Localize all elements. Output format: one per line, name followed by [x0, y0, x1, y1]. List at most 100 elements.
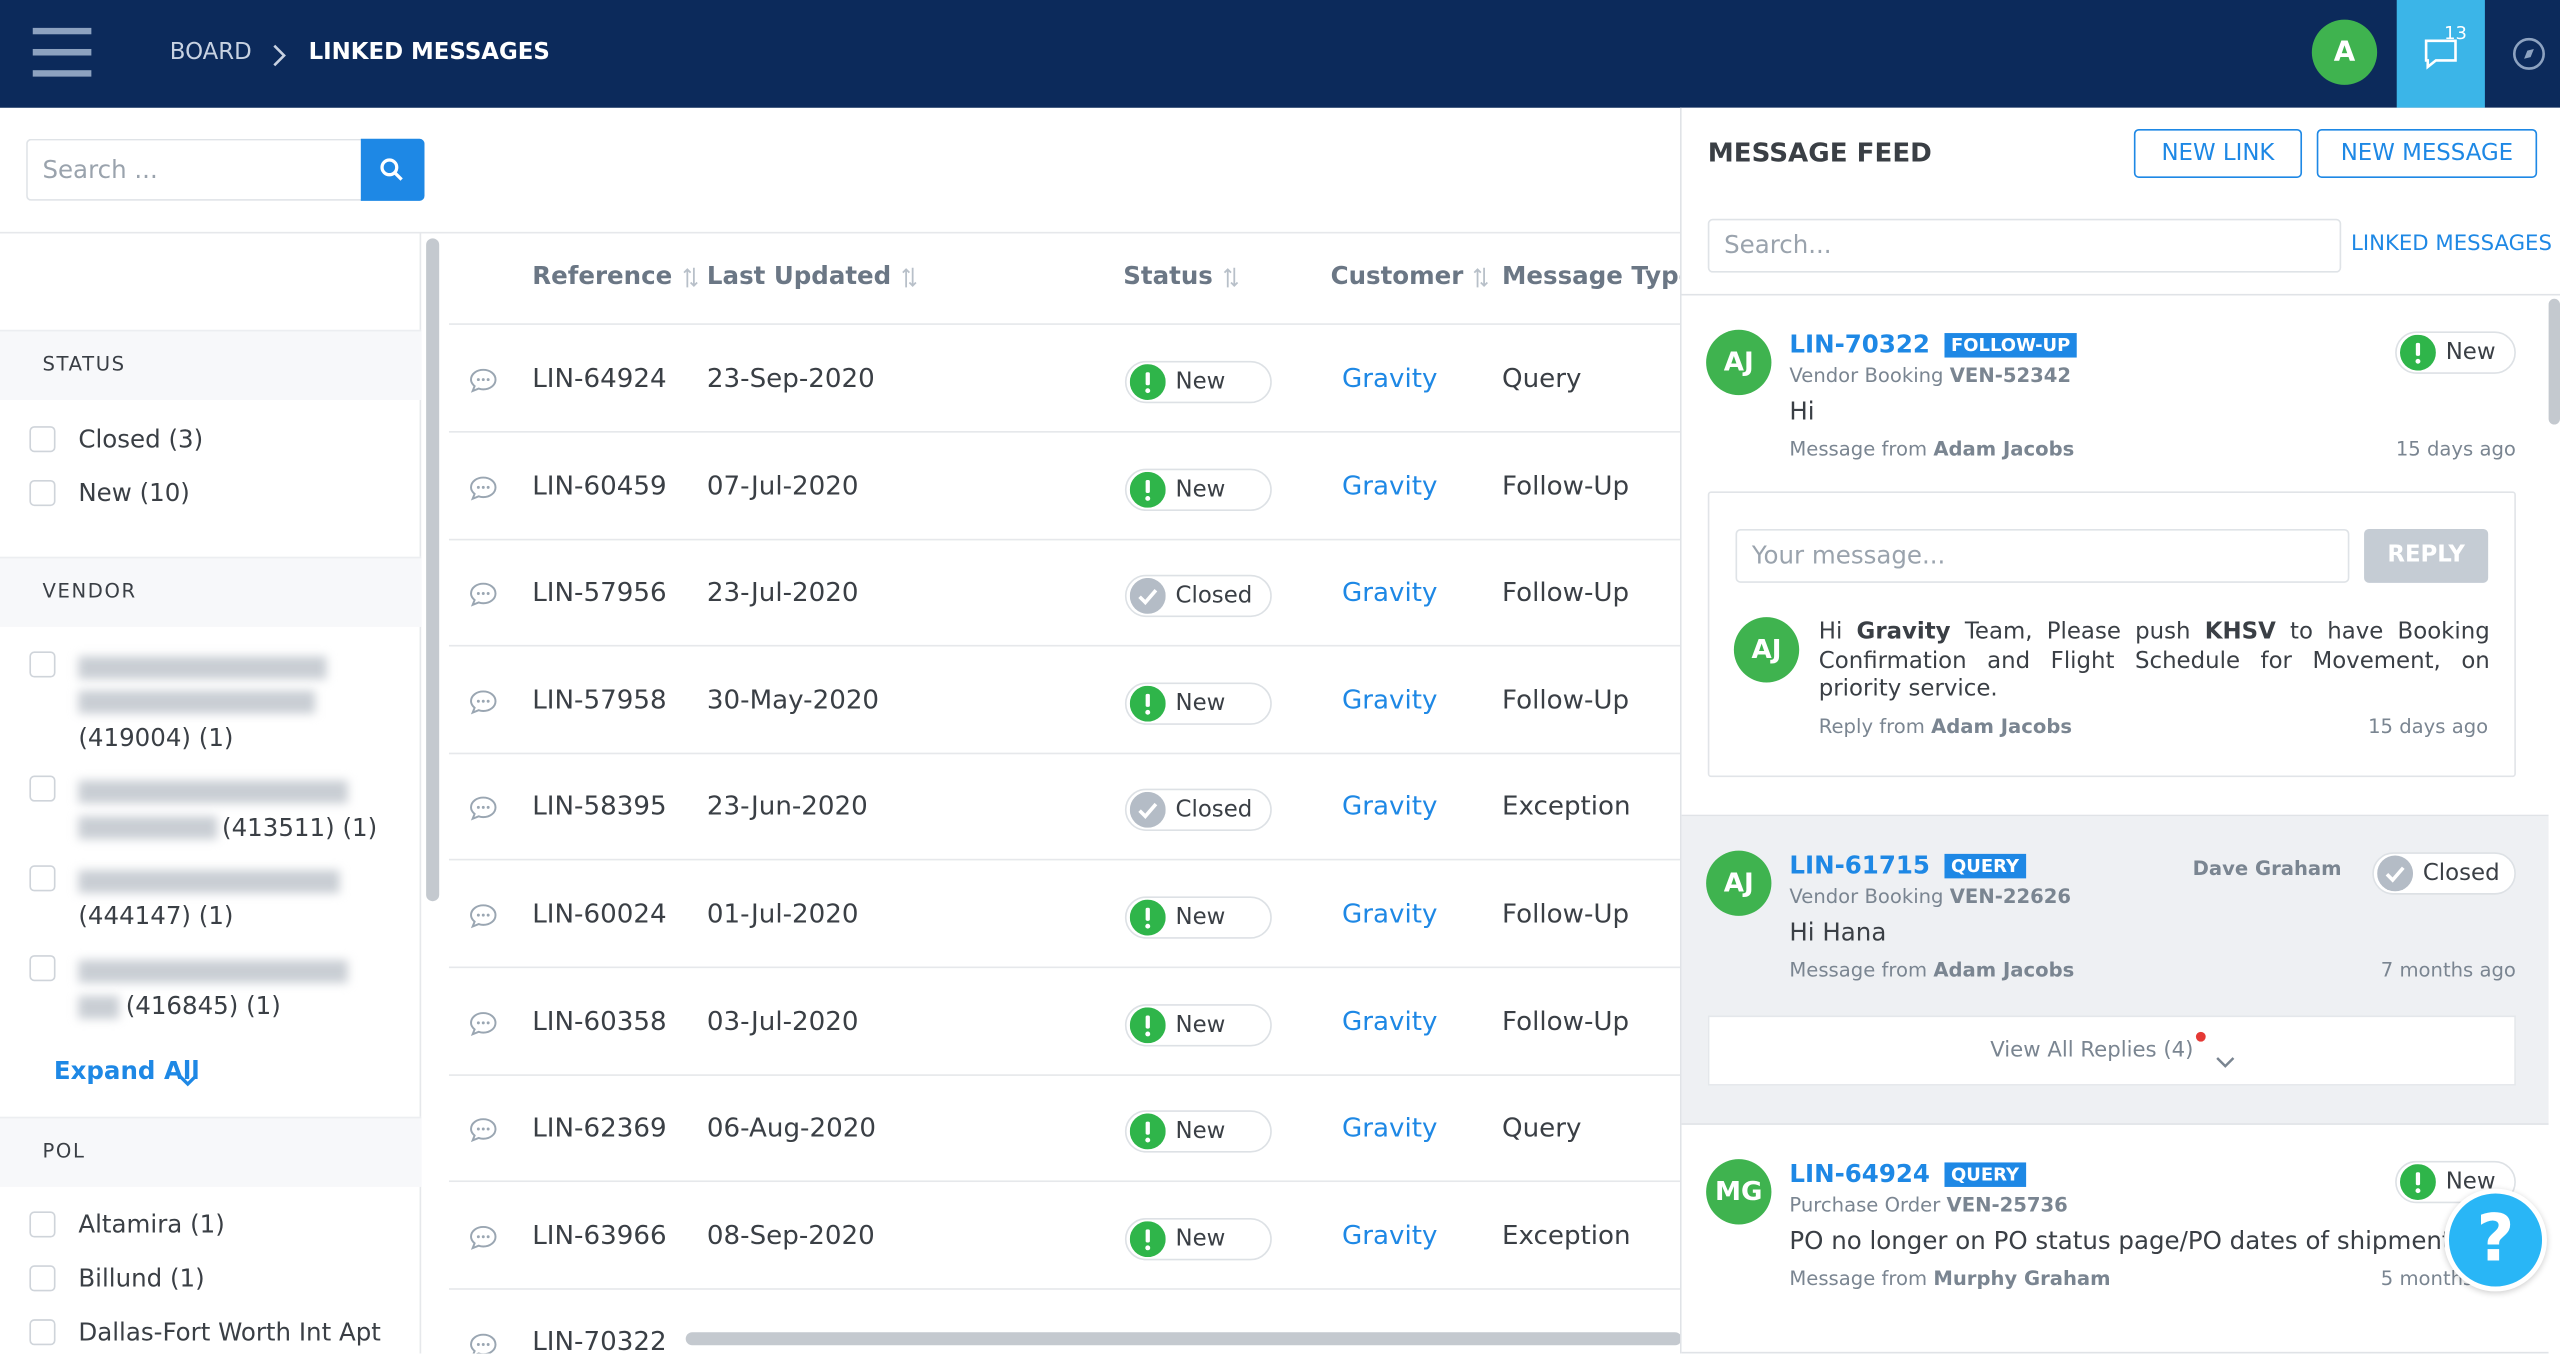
reference[interactable]: LIN-57956 [532, 576, 667, 608]
reference[interactable]: LIN-58395 [532, 790, 667, 822]
row-chat-icon-part [470, 1225, 497, 1250]
checkbox[interactable] [29, 426, 56, 453]
kind: Purchase Order [1789, 1193, 1941, 1217]
chat-icon-part [2424, 39, 2457, 70]
row-chat-icon-part [486, 1343, 490, 1346]
expand-all[interactable]: Expand All [53, 1056, 200, 1086]
message-type: Follow-Up [1502, 897, 1630, 929]
status-icon-part [1145, 693, 1150, 707]
column-header[interactable]: Last Updated [706, 261, 892, 291]
checkbox[interactable] [29, 775, 56, 802]
reply-placeholder: Your message... [1751, 540, 1946, 570]
option-count: (1) [198, 901, 234, 931]
status-badge: New [1124, 1217, 1272, 1261]
feed-search[interactable] [1707, 218, 2342, 273]
sort-icon [901, 264, 917, 288]
customer[interactable]: Gravity [1342, 1219, 1438, 1251]
replies-box[interactable] [1707, 1015, 2516, 1086]
feed-button[interactable]: NEW LINK [2133, 128, 2303, 178]
status-icon-part [1129, 1006, 1166, 1043]
row-chat-icon-part [481, 378, 485, 382]
status-text: New [1175, 476, 1226, 503]
message-type: Follow-Up [1502, 683, 1630, 715]
help-button[interactable]: ? [2444, 1188, 2547, 1292]
checkbox[interactable] [29, 1211, 56, 1238]
reference[interactable]: LIN-63966 [532, 1219, 667, 1251]
row-chat-icon-part [476, 592, 480, 596]
view-replies[interactable]: View All Replies (4) [1990, 1038, 2194, 1063]
status-icon [1129, 578, 1166, 615]
message-from: Message from Adam Jacobs [1789, 958, 2074, 981]
reply-button[interactable]: REPLY [2364, 528, 2489, 583]
message-card[interactable] [1681, 1124, 2549, 1354]
message-ref[interactable]: LIN-70322 [1789, 329, 1930, 360]
option-count: (10) [139, 478, 190, 508]
reply-text-part: Gravity [1856, 618, 1951, 645]
checkbox[interactable] [29, 479, 56, 507]
status-icon-part [1145, 372, 1150, 386]
status-text: New [1175, 904, 1226, 931]
reference[interactable]: LIN-57958 [532, 683, 667, 715]
breadcrumb-link[interactable]: BOARD [169, 39, 252, 66]
customer[interactable]: Gravity [1342, 1005, 1438, 1037]
checkbox[interactable] [29, 1265, 56, 1292]
customer[interactable]: Gravity [1342, 790, 1438, 822]
reference[interactable]: LIN-62369 [532, 1112, 667, 1144]
status-badge: New [1124, 467, 1272, 511]
message-ref[interactable]: LIN-61715 [1789, 850, 1930, 880]
customer[interactable]: Gravity [1342, 469, 1438, 501]
feed-link[interactable]: LINKED MESSAGES [2351, 231, 2552, 257]
customer[interactable]: Gravity [1342, 1112, 1438, 1144]
row-chat-icon-part [470, 1118, 497, 1143]
column-header[interactable]: Reference [532, 261, 673, 291]
row-chat-icon [469, 582, 498, 608]
reference[interactable]: LIN-60358 [532, 1005, 667, 1037]
customer[interactable]: Gravity [1342, 683, 1438, 715]
column-header[interactable]: Message Type [1502, 261, 1696, 291]
expand-chevron [178, 1064, 198, 1087]
row-chat-icon-part [470, 1011, 497, 1036]
customer[interactable]: Gravity [1342, 362, 1438, 394]
status-icon-part [1145, 479, 1150, 493]
checkbox[interactable] [29, 955, 56, 982]
feed-button[interactable]: NEW MESSAGE [2316, 128, 2538, 178]
status-icon [1129, 792, 1166, 829]
user-avatar[interactable]: A [2311, 19, 2378, 85]
checkbox[interactable] [29, 651, 56, 678]
status-text: Closed [1175, 797, 1253, 824]
column-header[interactable]: Customer [1330, 261, 1464, 291]
status-text: Closed [1175, 583, 1253, 610]
status-icon-part [2377, 855, 2414, 892]
message-kind: Vendor Booking VEN-52342 [1789, 364, 2071, 387]
menu-icon-part [32, 27, 92, 77]
status-badge: Closed [1124, 574, 1272, 618]
status-icon-part [1129, 685, 1166, 722]
row-chat-icon-part [470, 904, 497, 929]
message-ref[interactable]: LIN-64924 [1789, 1159, 1930, 1189]
avatar: MG [1706, 1159, 1772, 1225]
reference[interactable]: LIN-70322 [532, 1325, 667, 1354]
checkbox[interactable] [29, 1319, 56, 1346]
checkbox[interactable] [29, 865, 56, 892]
column-header[interactable]: Status [1123, 261, 1213, 291]
status-icon-part [1145, 388, 1151, 394]
reference[interactable]: LIN-60024 [532, 897, 667, 929]
customer[interactable]: Gravity [1342, 576, 1438, 608]
message-type: Follow-Up [1502, 1005, 1630, 1037]
option-count: (1) [198, 723, 234, 753]
notifications-button[interactable] [2396, 0, 2485, 108]
status-icon-part [1129, 578, 1166, 615]
reference[interactable]: LIN-64924 [532, 362, 667, 394]
search-button[interactable] [360, 138, 425, 201]
reply-input[interactable] [1735, 528, 2350, 583]
filter-title: VENDOR [42, 579, 137, 603]
customer[interactable]: Gravity [1342, 897, 1438, 929]
kind: Vendor Booking [1789, 884, 1944, 908]
status-icon [1129, 471, 1166, 508]
row-chat-icon-part [476, 1343, 480, 1346]
row-chat-icon-part [481, 806, 485, 810]
search-input[interactable] [26, 138, 363, 201]
row-divider [448, 538, 1680, 540]
reference[interactable]: LIN-60459 [532, 469, 667, 501]
replies-chevron-part [2216, 1057, 2235, 1068]
